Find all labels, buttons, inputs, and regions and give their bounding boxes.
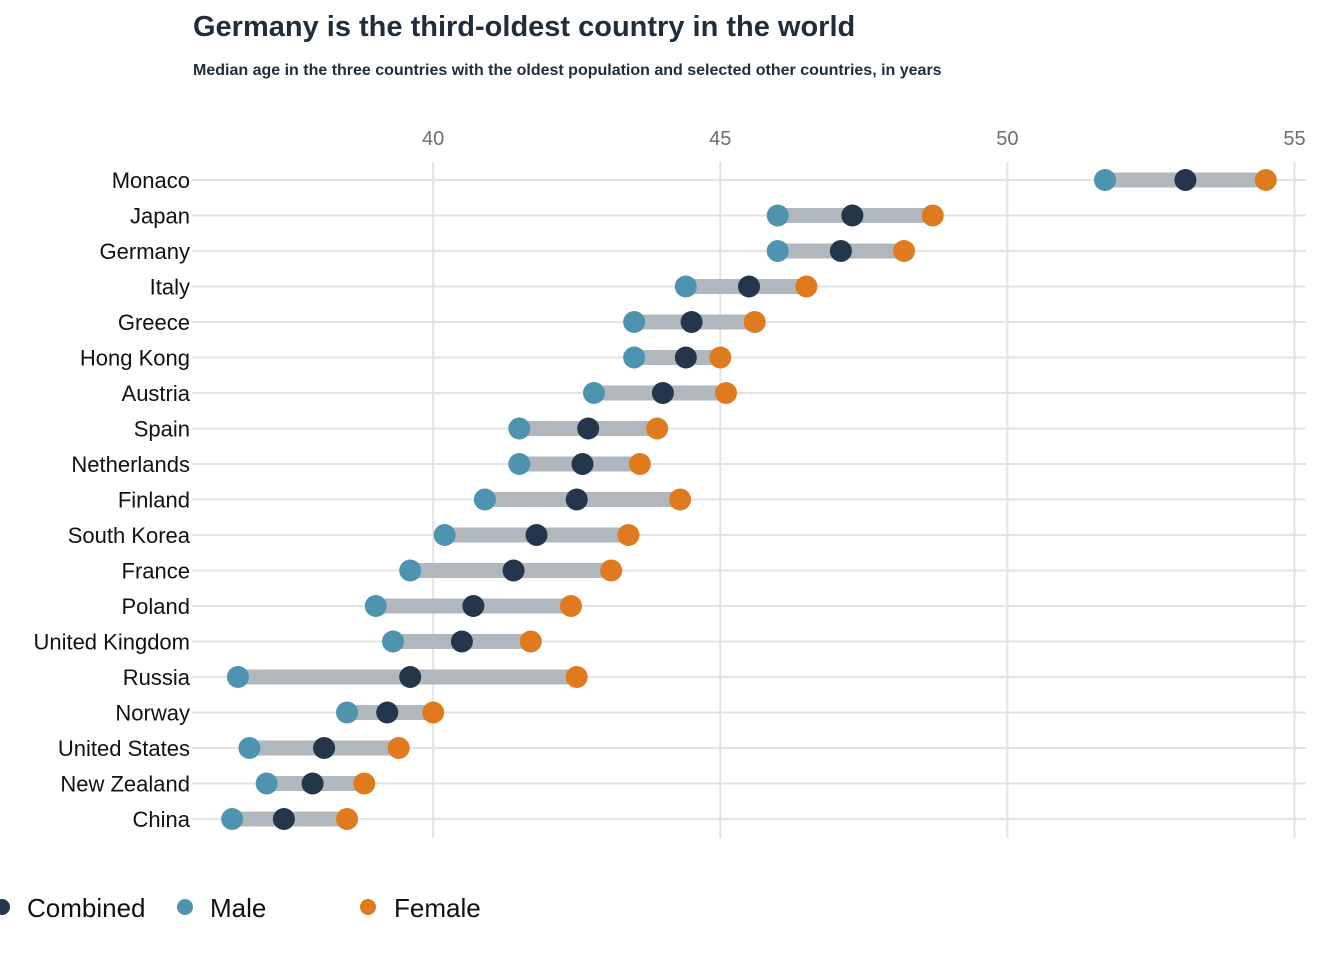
point-combined-russia <box>399 666 422 688</box>
data-points <box>221 169 1277 830</box>
point-female-greece <box>743 311 766 333</box>
point-combined-norway <box>376 701 399 724</box>
legend: Combined Male Female <box>0 893 481 923</box>
point-female-austria <box>715 382 738 404</box>
point-male-greece <box>623 311 646 333</box>
x-tick-label-40: 40 <box>422 128 444 150</box>
legend-label-female: Female <box>394 893 481 923</box>
point-female-spain <box>646 417 669 440</box>
point-male-france <box>399 559 422 582</box>
legend-dot-combined <box>0 899 10 915</box>
point-combined-poland <box>462 595 485 617</box>
point-combined-austria <box>651 382 674 404</box>
point-female-hong-kong <box>709 346 732 369</box>
category-label-new-zealand: New Zealand <box>60 772 190 797</box>
category-label-germany: Germany <box>100 239 190 264</box>
point-female-poland <box>559 595 582 617</box>
point-male-japan <box>766 204 789 227</box>
point-combined-china <box>272 808 295 830</box>
point-male-poland <box>364 595 387 617</box>
point-female-china <box>336 808 359 830</box>
point-combined-monaco <box>1174 169 1197 191</box>
point-male-new-zealand <box>255 772 278 795</box>
point-female-netherlands <box>628 453 651 475</box>
category-label-greece: Greece <box>118 310 190 335</box>
point-combined-japan <box>841 204 864 227</box>
point-female-united-kingdom <box>519 630 542 653</box>
point-combined-hong-kong <box>674 346 697 369</box>
point-female-united-states <box>387 737 410 759</box>
point-combined-france <box>502 559 525 582</box>
category-label-italy: Italy <box>150 275 190 300</box>
point-female-italy <box>795 275 818 298</box>
point-combined-greece <box>680 311 703 333</box>
point-combined-united-kingdom <box>450 630 473 653</box>
point-female-monaco <box>1254 169 1277 191</box>
point-male-russia <box>226 666 249 688</box>
point-male-spain <box>508 417 531 440</box>
category-label-spain: Spain <box>134 417 190 442</box>
point-female-russia <box>565 666 588 688</box>
point-combined-netherlands <box>571 453 594 475</box>
category-label-hong-kong: Hong Kong <box>80 346 190 371</box>
category-label-poland: Poland <box>121 594 190 619</box>
point-combined-finland <box>565 488 588 511</box>
category-label-japan: Japan <box>130 204 190 229</box>
point-male-china <box>221 808 244 830</box>
legend-dot-female <box>360 899 376 915</box>
category-label-finland: Finland <box>118 488 190 513</box>
category-label-austria: Austria <box>122 381 191 406</box>
legend-label-male: Male <box>210 893 266 923</box>
point-combined-south-korea <box>525 524 548 546</box>
point-female-new-zealand <box>353 772 376 795</box>
chart-title: Germany is the third-oldest country in t… <box>193 11 856 43</box>
category-label-united-kingdom: United Kingdom <box>33 630 190 655</box>
chart-subtitle: Median age in the three countries with t… <box>193 62 942 79</box>
legend-dot-male <box>177 899 193 915</box>
point-female-japan <box>921 204 944 227</box>
point-combined-united-states <box>313 737 336 759</box>
point-male-united-kingdom <box>381 630 404 653</box>
x-tick-label-55: 55 <box>1283 128 1305 150</box>
point-male-south-korea <box>433 524 456 546</box>
category-label-norway: Norway <box>115 701 190 726</box>
category-label-china: China <box>133 807 191 832</box>
point-female-france <box>600 559 623 582</box>
category-label-united-states: United States <box>58 736 190 761</box>
category-label-south-korea: South Korea <box>68 523 191 548</box>
x-tick-label-45: 45 <box>709 128 731 150</box>
point-male-norway <box>336 701 359 724</box>
point-female-finland <box>669 488 692 511</box>
point-male-netherlands <box>508 453 531 475</box>
point-combined-italy <box>738 275 760 298</box>
x-tick-label-50: 50 <box>996 128 1018 150</box>
point-female-south-korea <box>617 524 640 546</box>
point-male-hong-kong <box>623 346 646 369</box>
point-male-germany <box>766 240 789 262</box>
point-combined-germany <box>829 240 852 262</box>
category-label-netherlands: Netherlands <box>71 452 190 477</box>
point-male-italy <box>674 275 697 298</box>
point-combined-spain <box>577 417 600 440</box>
category-label-france: France <box>122 559 190 584</box>
x-axis-tick-labels: 40 45 50 55 <box>422 128 1306 150</box>
point-female-germany <box>893 240 916 262</box>
point-combined-new-zealand <box>301 772 324 795</box>
category-labels: Monaco Japan Germany Italy Greece Hong Kong Au… <box>33 168 190 832</box>
point-male-united-states <box>238 737 261 759</box>
point-male-austria <box>582 382 605 404</box>
point-male-monaco <box>1094 169 1117 191</box>
point-female-norway <box>422 701 445 724</box>
legend-label-combined: Combined <box>27 893 146 923</box>
category-label-russia: Russia <box>123 665 191 690</box>
point-male-finland <box>473 488 496 511</box>
category-label-monaco: Monaco <box>112 168 190 193</box>
